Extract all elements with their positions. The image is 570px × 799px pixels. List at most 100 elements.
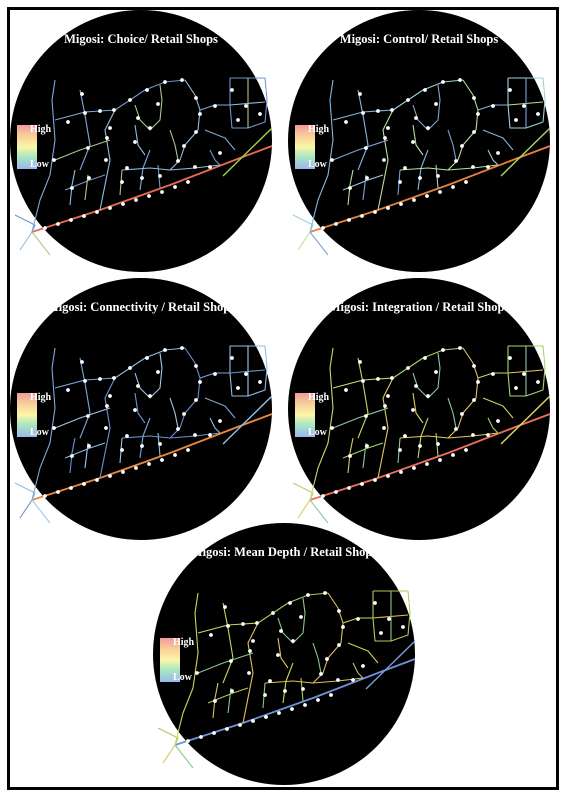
retail-shop-marker bbox=[458, 78, 462, 82]
street-segment bbox=[292, 482, 314, 501]
retail-shop-marker bbox=[508, 356, 512, 360]
retail-shop-marker bbox=[69, 218, 73, 222]
retail-shop-marker bbox=[303, 703, 307, 707]
retail-shop-marker bbox=[426, 126, 430, 130]
street-segment bbox=[357, 357, 369, 439]
retail-shop-marker bbox=[472, 364, 476, 368]
retail-shop-marker bbox=[226, 624, 230, 628]
retail-shop-marker bbox=[52, 158, 56, 162]
retail-shop-marker bbox=[218, 151, 222, 155]
retail-shop-marker bbox=[316, 698, 320, 702]
retail-shop-marker bbox=[514, 118, 518, 122]
retail-shop-marker bbox=[337, 643, 341, 647]
retail-shop-marker bbox=[329, 693, 333, 697]
retail-shop-marker bbox=[383, 136, 387, 140]
retail-shop-marker bbox=[247, 671, 251, 675]
retail-shop-marker bbox=[414, 384, 418, 388]
legend-low-label-control: Low bbox=[308, 159, 327, 170]
retail-shop-marker bbox=[283, 689, 287, 693]
street-segment bbox=[347, 642, 379, 664]
retail-shop-marker bbox=[411, 140, 415, 144]
street-segment bbox=[447, 79, 479, 171]
retail-shop-marker bbox=[121, 202, 125, 206]
street-segment bbox=[312, 642, 322, 674]
retail-shop-marker bbox=[194, 130, 198, 134]
street-segment bbox=[229, 77, 268, 129]
retail-shop-marker bbox=[160, 190, 164, 194]
street-segment bbox=[362, 174, 367, 201]
retail-shop-marker bbox=[414, 116, 418, 120]
retail-shop-marker bbox=[365, 176, 369, 180]
retail-shop-marker bbox=[212, 731, 216, 735]
retail-shop-marker bbox=[379, 631, 383, 635]
legend-high-label-meandepth: High bbox=[173, 637, 195, 648]
street-network bbox=[292, 345, 550, 524]
retail-shop-marker bbox=[80, 92, 84, 96]
street-segment bbox=[257, 592, 329, 624]
panel-title-meandepth: Migosi: Mean Depth / Retail Shops bbox=[190, 545, 378, 559]
street-segment bbox=[209, 149, 221, 166]
retail-shop-marker bbox=[230, 689, 234, 693]
map-panel-integration: Migosi: Integration / Retail Shops High … bbox=[288, 278, 550, 540]
retail-shop-marker bbox=[148, 126, 152, 130]
street-segment bbox=[31, 79, 56, 233]
retail-shop-marker bbox=[120, 180, 124, 184]
retail-shop-marker bbox=[262, 356, 266, 360]
retail-shop-marker bbox=[386, 206, 390, 210]
retail-shop-marker bbox=[255, 621, 259, 625]
street-segment bbox=[309, 79, 334, 233]
retail-shop-marker bbox=[398, 448, 402, 452]
retail-shop-marker bbox=[425, 194, 429, 198]
retail-shop-marker bbox=[403, 434, 407, 438]
retail-shop-marker bbox=[426, 394, 430, 398]
retail-shop-marker bbox=[66, 120, 70, 124]
retail-shop-marker bbox=[277, 711, 281, 715]
retail-shop-marker bbox=[98, 377, 102, 381]
map-circle-choice bbox=[10, 10, 272, 272]
retail-shop-marker bbox=[364, 414, 368, 418]
retail-shop-marker bbox=[279, 629, 283, 633]
street-segment bbox=[69, 169, 76, 206]
street-segment bbox=[169, 397, 179, 429]
retail-shop-marker bbox=[248, 649, 252, 653]
retail-shop-marker bbox=[195, 671, 199, 675]
retail-shop-marker bbox=[140, 176, 144, 180]
retail-shop-marker bbox=[514, 386, 518, 390]
map-circle-control bbox=[288, 10, 550, 272]
retail-shop-marker bbox=[412, 198, 416, 202]
retail-shop-marker bbox=[209, 633, 213, 637]
retail-shop-marker bbox=[336, 678, 340, 682]
retail-shop-marker bbox=[436, 442, 440, 446]
retail-shop-marker bbox=[334, 490, 338, 494]
street-segment bbox=[447, 129, 457, 161]
street-segment bbox=[372, 590, 411, 642]
retail-shop-marker bbox=[82, 482, 86, 486]
retail-shop-marker bbox=[382, 426, 386, 430]
street-segment bbox=[197, 652, 254, 674]
retail-shop-marker bbox=[334, 222, 338, 226]
street-segment bbox=[212, 682, 219, 719]
map-background bbox=[288, 10, 550, 272]
retail-shop-marker bbox=[180, 78, 184, 82]
street-segment bbox=[222, 127, 272, 177]
retail-shop-marker bbox=[358, 360, 362, 364]
street-segment bbox=[309, 231, 329, 256]
map-panel-choice: Migosi: Choice/ Retail Shops High Low bbox=[10, 10, 272, 272]
retail-shop-marker bbox=[268, 679, 272, 683]
retail-shop-marker bbox=[176, 159, 180, 163]
retail-shop-marker bbox=[104, 426, 108, 430]
retail-shop-marker bbox=[491, 372, 495, 376]
street-segment bbox=[309, 499, 329, 524]
panel-title-integration: Migosi: Integration / Retail Shops bbox=[328, 300, 510, 314]
retail-shop-marker bbox=[376, 377, 380, 381]
retail-shop-marker bbox=[387, 617, 391, 621]
retail-shop-marker bbox=[434, 102, 438, 106]
retail-shop-marker bbox=[182, 412, 186, 416]
retail-shops bbox=[321, 346, 544, 498]
retail-shop-marker bbox=[258, 112, 262, 116]
street-segment bbox=[79, 357, 91, 439]
retail-shop-marker bbox=[361, 379, 365, 383]
retail-shop-marker bbox=[365, 444, 369, 448]
retail-shop-marker bbox=[128, 98, 132, 102]
map-panel-connectivity: Migosi: Connectivity / Retail Shops High… bbox=[10, 278, 272, 540]
